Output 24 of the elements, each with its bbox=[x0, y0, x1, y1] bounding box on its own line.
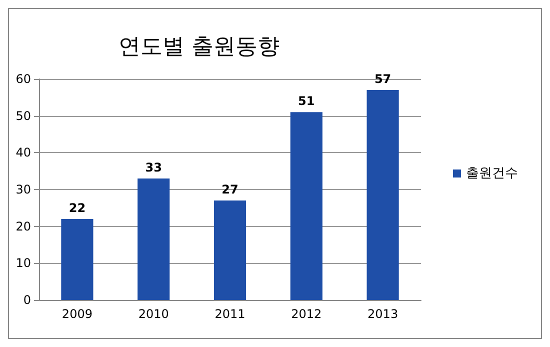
y-tick-label: 30 bbox=[16, 182, 31, 196]
bar bbox=[290, 112, 322, 300]
chart-title: 연도별 출원동향 bbox=[118, 34, 280, 60]
legend-label: 출원건수 bbox=[466, 166, 518, 181]
x-tick-label: 2011 bbox=[214, 307, 246, 321]
data-label: 33 bbox=[145, 160, 162, 174]
y-tick-label: 50 bbox=[16, 108, 31, 123]
x-tick-label: 2010 bbox=[138, 307, 169, 321]
x-tick-label: 2012 bbox=[291, 307, 322, 321]
bar bbox=[366, 90, 399, 300]
y-tick-label: 20 bbox=[16, 219, 31, 234]
data-label: 22 bbox=[68, 200, 86, 215]
data-label: 57 bbox=[374, 72, 392, 86]
data-label: 27 bbox=[222, 182, 238, 197]
x-tick-label: 2009 bbox=[62, 307, 92, 321]
y-tick-label: 10 bbox=[16, 256, 31, 270]
bar bbox=[138, 178, 170, 300]
x-tick-label: 2013 bbox=[368, 307, 398, 321]
y-tick-label: 60 bbox=[16, 72, 31, 86]
bar bbox=[214, 200, 246, 300]
y-tick-label: 40 bbox=[16, 146, 31, 160]
y-tick-label: 0 bbox=[23, 293, 31, 307]
bar bbox=[61, 218, 94, 300]
data-label: 51 bbox=[298, 94, 315, 108]
